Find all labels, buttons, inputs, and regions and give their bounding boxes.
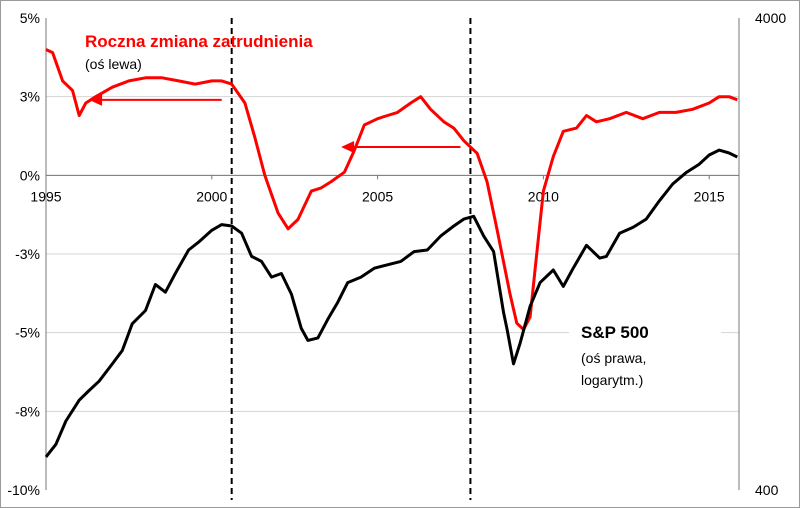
- left-axis-ticks: 5% 3% 0% -3% -5% -8% -10%: [7, 10, 40, 498]
- employment-series-note: (oś lewa): [85, 56, 142, 72]
- sp500-series-note-line2: logarytm.): [581, 372, 643, 388]
- left-axis-tick-label: 5%: [20, 10, 40, 26]
- axes: [45, 18, 740, 490]
- right-axis-tick-label: 400: [755, 482, 779, 498]
- x-axis-ticks: 1995 2000 2005 2010 2015: [30, 175, 725, 204]
- sp500-series-title: S&P 500: [581, 323, 649, 342]
- left-axis-tick-label: -5%: [15, 325, 40, 341]
- x-axis-tick-label: 2000: [196, 188, 227, 204]
- left-axis-tick-label: 0%: [20, 167, 40, 183]
- x-axis-tick-label: 2015: [694, 188, 725, 204]
- employment-change-line: [45, 48, 738, 331]
- right-axis-ticks: 4000 400: [755, 10, 786, 498]
- sp500-label-background: [569, 314, 721, 400]
- employment-series-title: Roczna zmiana zatrudnienia: [85, 32, 313, 51]
- sp500-line: [44, 148, 738, 458]
- arrows: [89, 93, 461, 154]
- right-axis-tick-label: 4000: [755, 10, 786, 26]
- event-markers: [230, 18, 472, 500]
- left-axis-tick-label: -8%: [15, 403, 40, 419]
- sp500-series-note-line1: (oś prawa,: [581, 350, 646, 366]
- arrow-head: [89, 93, 103, 106]
- left-axis-tick-label: -3%: [15, 246, 40, 262]
- series-layer: [44, 48, 738, 458]
- left-axis-tick-label: -10%: [7, 482, 40, 498]
- left-axis-tick-label: 3%: [20, 89, 40, 105]
- arrow-head: [341, 141, 355, 154]
- x-axis-tick-label: 2005: [362, 188, 393, 204]
